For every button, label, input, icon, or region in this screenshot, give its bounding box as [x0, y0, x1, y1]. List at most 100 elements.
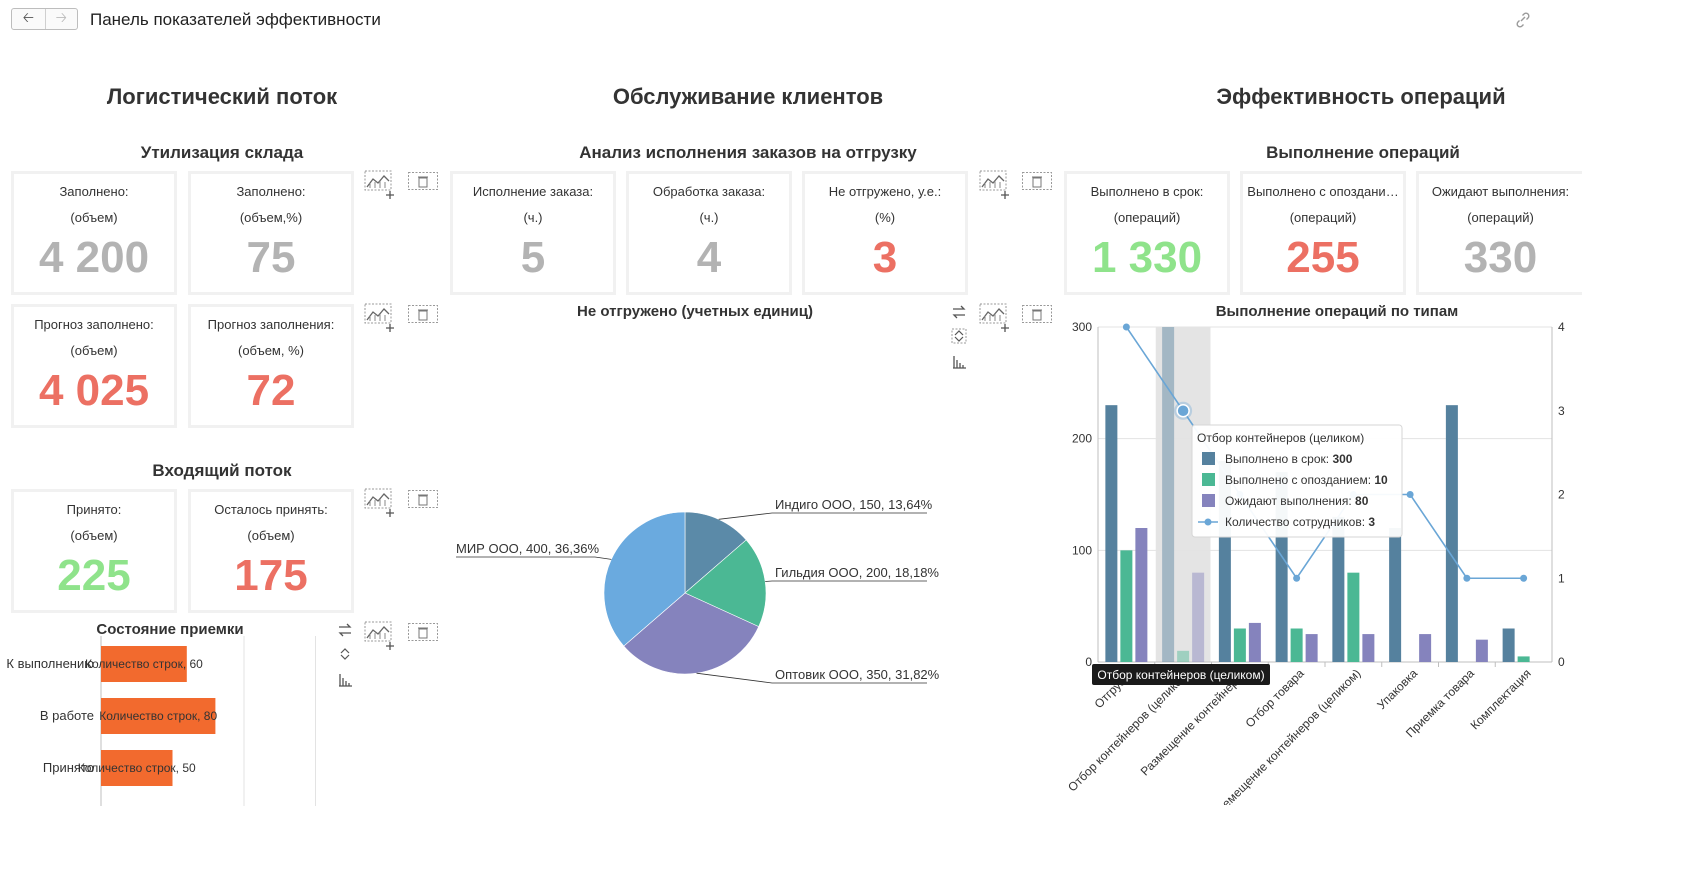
kpi-value: 5	[520, 233, 546, 282]
bar	[1192, 572, 1205, 662]
kpi-label: Выполнено с опоздани…	[1247, 184, 1399, 199]
section-title-ops-exec: Выполнение операций	[1266, 143, 1460, 162]
kpi-label: Ожидают выполнения:	[1431, 184, 1570, 199]
kpi-label: Прогноз заполнения:	[207, 317, 335, 332]
bar	[1135, 528, 1148, 662]
pie-label: Индиго ООО, 150, 13,64%	[775, 497, 933, 512]
add-chart-icon[interactable]	[979, 303, 1009, 333]
line-point	[1406, 491, 1414, 498]
y-tick-label: 100	[1072, 543, 1092, 557]
kpi-label: Выполнено в срок:	[1090, 184, 1204, 199]
kpi-unit: (ч.)	[523, 210, 543, 225]
tooltip-box	[1191, 424, 1403, 538]
arrow-right-icon: 🡢	[55, 9, 67, 25]
delete-icon[interactable]	[408, 490, 438, 508]
kpi-unit: (объем)	[247, 528, 295, 543]
kpi-label: Заполнено:	[236, 184, 306, 199]
chart-title-pie: Не отгружено (учетных единиц)	[577, 303, 813, 320]
delete-icon[interactable]	[408, 623, 438, 641]
kpi-card-order-exec: Исполнение заказа: (ч.) 5	[450, 171, 616, 295]
tooltip-row: Количество сотрудников: 3	[1225, 515, 1375, 529]
kpi-value: 3	[872, 233, 898, 282]
section-title-orders: Анализ исполнения заказов на отгрузку	[579, 143, 917, 162]
kpi-card-late: Выполнено с опоздани… (операций) 255	[1240, 171, 1406, 295]
y2-tick-label: 1	[1558, 571, 1565, 585]
bar-sort-icon[interactable]	[337, 672, 353, 688]
kpi-value: 4	[696, 233, 722, 282]
line-point	[1463, 574, 1471, 582]
kpi-card-filled-volume: Заполнено: (объем) 4 200	[11, 171, 177, 295]
delete-icon[interactable]	[408, 305, 438, 323]
bar	[1517, 656, 1530, 662]
bar	[1475, 639, 1488, 662]
delete-icon[interactable]	[1022, 172, 1052, 190]
swap-axes-icon[interactable]	[951, 304, 967, 320]
top-bar: 🡠 🡢 Панель показателей эффективности	[0, 0, 1690, 44]
add-chart-icon[interactable]	[979, 170, 1009, 200]
arrow-left-icon: 🡠	[22, 9, 34, 25]
nav-buttons: 🡠 🡢	[11, 8, 78, 30]
pie-slice	[684, 539, 767, 628]
column-title-operations: Эффективность операций	[1216, 84, 1506, 109]
sort-icon[interactable]	[951, 328, 967, 344]
kpi-value: 4 200	[38, 233, 150, 282]
bar	[1248, 622, 1261, 662]
kpi-unit: (объем, %)	[238, 343, 304, 358]
kpi-label: Осталось принять:	[214, 502, 328, 517]
not-shipped-pie-chart: Индиго ООО, 150, 13,64% Гильдия ООО, 200,…	[456, 497, 940, 684]
bar-sort-icon[interactable]	[951, 354, 967, 370]
bar	[1502, 628, 1515, 662]
kpi-value: 330	[1463, 233, 1538, 282]
tooltip-marker	[1202, 473, 1215, 486]
link-icon[interactable]	[1514, 12, 1532, 28]
kpi-label: Заполнено:	[59, 184, 129, 199]
column-title-logistics: Логистический поток	[106, 84, 338, 109]
bar	[1177, 650, 1190, 662]
add-chart-icon[interactable]	[364, 488, 394, 518]
sort-icon[interactable]	[337, 646, 353, 662]
kpi-unit: (объем)	[70, 343, 118, 358]
tooltip-title: Отбор контейнеров (целиком)	[1197, 431, 1364, 445]
tooltip-row: Выполнено в срок: 300	[1225, 452, 1353, 466]
bar	[1419, 634, 1432, 662]
category-label: Принято	[43, 760, 94, 775]
forward-button[interactable]: 🡢	[44, 9, 78, 29]
kpi-value: 4 025	[38, 366, 150, 415]
pie-slice	[603, 511, 686, 647]
swap-axes-icon[interactable]	[337, 622, 353, 638]
kpi-value: 75	[246, 233, 296, 282]
section-title-inbound: Входящий поток	[152, 461, 292, 480]
add-chart-icon[interactable]	[364, 170, 394, 200]
kpi-value: 72	[246, 366, 296, 415]
chart-title-ops: Выполнение операций по типам	[1215, 303, 1459, 320]
add-chart-icon[interactable]	[364, 303, 394, 333]
add-chart-icon[interactable]	[364, 621, 394, 651]
kpi-label: Принято:	[66, 502, 122, 517]
x-tick-label: Отбор контейнеров (целиком)	[1065, 666, 1193, 794]
kpi-value: 225	[57, 551, 131, 600]
kpi-unit: (операций)	[1113, 210, 1181, 225]
line-point	[1520, 574, 1528, 582]
x-tick-label: Комплектация	[1468, 666, 1534, 732]
bar	[1290, 628, 1303, 662]
bar	[101, 750, 173, 786]
page-title: Панель показателей эффективности	[90, 10, 381, 29]
pie-label: Гильдия ООО, 200, 18,18%	[775, 565, 939, 580]
kpi-card-forecast-pct: Прогноз заполнения: (объем, %) 72	[188, 304, 354, 428]
column-title-service: Обслуживание клиентов	[612, 84, 884, 109]
x-axis-tooltip-text: Отбор контейнеров (целиком)	[1097, 668, 1264, 682]
kpi-label: Исполнение заказа:	[472, 184, 594, 199]
kpi-card-on-time: Выполнено в срок: (операций) 1 330	[1064, 171, 1230, 295]
line-point	[1176, 404, 1190, 418]
y-tick-label: 300	[1072, 320, 1092, 334]
delete-icon[interactable]	[1022, 305, 1052, 323]
delete-icon[interactable]	[408, 172, 438, 190]
tooltip-row: Ожидают выполнения: 80	[1225, 494, 1369, 508]
pie-leader-line	[456, 556, 612, 560]
y2-tick-label: 0	[1558, 655, 1565, 669]
pie-leader-line	[718, 512, 927, 520]
y-tick-label: 200	[1072, 432, 1092, 446]
back-button[interactable]: 🡠	[12, 9, 45, 29]
